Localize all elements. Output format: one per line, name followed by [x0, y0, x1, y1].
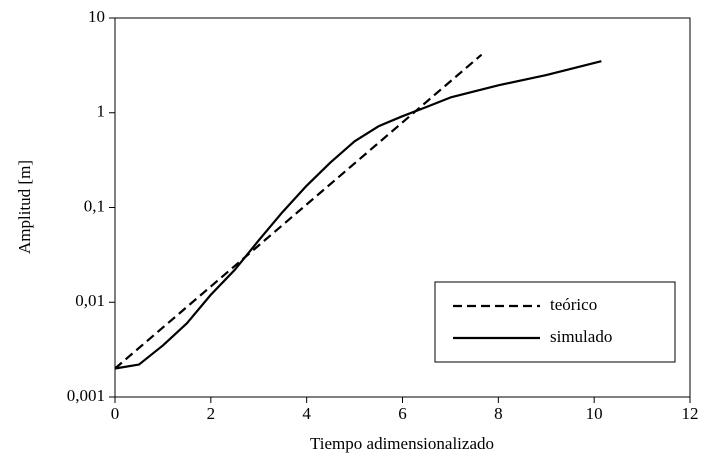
y-tick-label: 0,01: [75, 291, 105, 310]
x-tick-label: 6: [398, 404, 407, 423]
x-tick-label: 0: [111, 404, 120, 423]
legend-box: [434, 281, 676, 363]
y-tick-label: 0,001: [67, 386, 105, 405]
x-tick-label: 10: [586, 404, 603, 423]
x-tick-label: 4: [302, 404, 311, 423]
y-tick-label: 10: [88, 7, 105, 26]
legend-label: simulado: [550, 327, 612, 346]
y-tick-label: 1: [97, 102, 106, 121]
series-line: [114, 53, 483, 370]
y-tick-label: 0,1: [84, 196, 105, 215]
legend-label: teórico: [550, 295, 597, 314]
x-tick-label: 12: [682, 404, 699, 423]
x-tick-label: 8: [494, 404, 503, 423]
y-axis-label: Amplitud [m]: [15, 160, 34, 254]
series-line: [114, 60, 602, 370]
x-axis-label: Tiempo adimensionalizado: [310, 434, 494, 453]
x-tick-label: 2: [207, 404, 216, 423]
